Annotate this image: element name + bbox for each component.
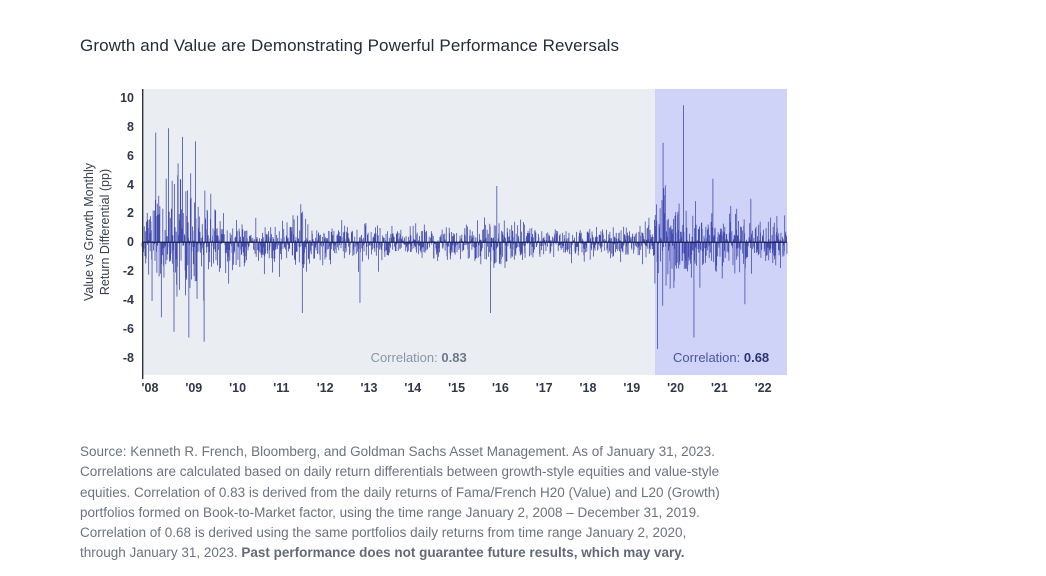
y-tick-label: 4: [127, 177, 134, 192]
x-tick-label: '08: [141, 381, 159, 395]
correlation-value: 0.68: [743, 350, 770, 365]
x-tick-label: '16: [491, 381, 509, 395]
x-tick-label: '19: [623, 381, 641, 395]
correlation-prefix: Correlation:: [370, 350, 442, 365]
y-tick-label: -4: [122, 292, 134, 307]
correlation-value: 0.83: [441, 350, 467, 365]
source-text: Source: Kenneth R. French, Bloomberg, an…: [80, 444, 720, 561]
x-tick-label: '17: [535, 381, 553, 395]
y-tick-label: 6: [127, 148, 134, 163]
x-tick-label: '09: [185, 381, 203, 395]
disclaimer-bold: Past performance does not guarantee futu…: [241, 545, 685, 561]
x-tick-label: '15: [448, 381, 466, 395]
x-tick-label: '11: [273, 381, 290, 395]
y-tick-label: 0: [127, 235, 134, 250]
y-tick-label: 8: [127, 119, 134, 134]
source-footnote: Source: Kenneth R. French, Bloomberg, an…: [80, 442, 830, 564]
y-tick-label: 10: [120, 90, 134, 105]
x-tick-label: '21: [710, 381, 728, 395]
x-tick-label: '10: [229, 381, 247, 395]
y-tick-label: -6: [122, 321, 134, 336]
correlation-prefix: Correlation:: [673, 350, 744, 365]
correlation-label-068: Correlation: 0.68: [655, 350, 787, 365]
x-tick-label: '20: [667, 381, 685, 395]
y-tick-label: 2: [127, 206, 134, 221]
bars-series: [141, 89, 788, 379]
plot-area: Correlation: 0.83 Correlation: 0.68: [141, 89, 788, 379]
correlation-label-083: Correlation: 0.83: [182, 350, 655, 365]
return-differential-chart: Value vs Growth Monthly Return Different…: [82, 89, 788, 399]
y-tick-label: -8: [122, 350, 134, 365]
x-tick-label: '12: [316, 381, 334, 395]
y-tick-label: -2: [122, 264, 134, 279]
page-title: Growth and Value are Demonstrating Power…: [80, 36, 620, 55]
x-tick-label: '22: [754, 381, 772, 395]
y-axis-ticks: 10 8 6 4 2 0 -2 -4 -6 -8: [92, 89, 134, 375]
x-tick-label: '13: [360, 381, 378, 395]
x-tick-label: '18: [579, 381, 597, 395]
x-axis-ticks: '08 '09 '10 '11 '12 '13 '14 '15 '16 '17 '18 '19 '20 '…: [142, 381, 787, 399]
x-tick-label: '14: [404, 381, 422, 395]
